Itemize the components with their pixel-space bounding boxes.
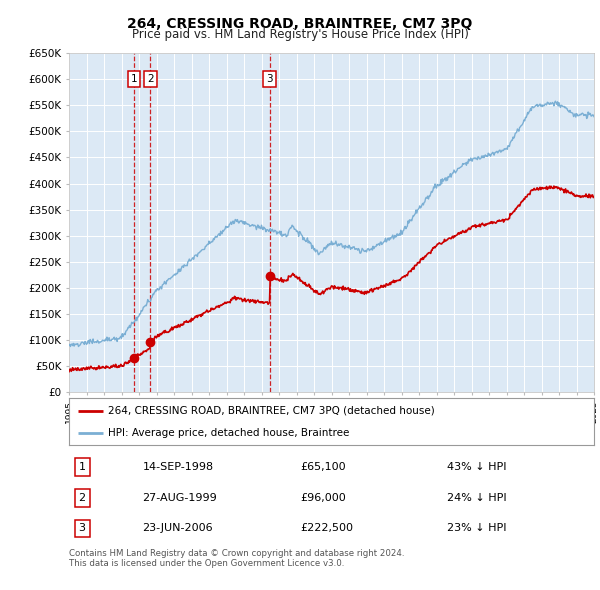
Text: This data is licensed under the Open Government Licence v3.0.: This data is licensed under the Open Gov… <box>69 559 344 568</box>
Text: 43% ↓ HPI: 43% ↓ HPI <box>447 462 506 472</box>
Text: 23% ↓ HPI: 23% ↓ HPI <box>447 523 506 533</box>
Text: £65,100: £65,100 <box>300 462 346 472</box>
Text: Price paid vs. HM Land Registry's House Price Index (HPI): Price paid vs. HM Land Registry's House … <box>131 28 469 41</box>
Text: 264, CRESSING ROAD, BRAINTREE, CM7 3PQ: 264, CRESSING ROAD, BRAINTREE, CM7 3PQ <box>127 17 473 31</box>
Text: 3: 3 <box>266 74 273 84</box>
Text: 2: 2 <box>147 74 154 84</box>
Text: 264, CRESSING ROAD, BRAINTREE, CM7 3PQ (detached house): 264, CRESSING ROAD, BRAINTREE, CM7 3PQ (… <box>109 406 435 416</box>
Text: 24% ↓ HPI: 24% ↓ HPI <box>447 493 506 503</box>
Text: 1: 1 <box>79 462 86 472</box>
Text: 2: 2 <box>79 493 86 503</box>
Text: 3: 3 <box>79 523 86 533</box>
Text: £96,000: £96,000 <box>300 493 346 503</box>
Text: 27-AUG-1999: 27-AUG-1999 <box>143 493 217 503</box>
Text: 1: 1 <box>131 74 137 84</box>
Text: HPI: Average price, detached house, Braintree: HPI: Average price, detached house, Brai… <box>109 428 350 438</box>
Text: Contains HM Land Registry data © Crown copyright and database right 2024.: Contains HM Land Registry data © Crown c… <box>69 549 404 558</box>
Text: £222,500: £222,500 <box>300 523 353 533</box>
Text: 14-SEP-1998: 14-SEP-1998 <box>143 462 214 472</box>
Text: 23-JUN-2006: 23-JUN-2006 <box>143 523 213 533</box>
